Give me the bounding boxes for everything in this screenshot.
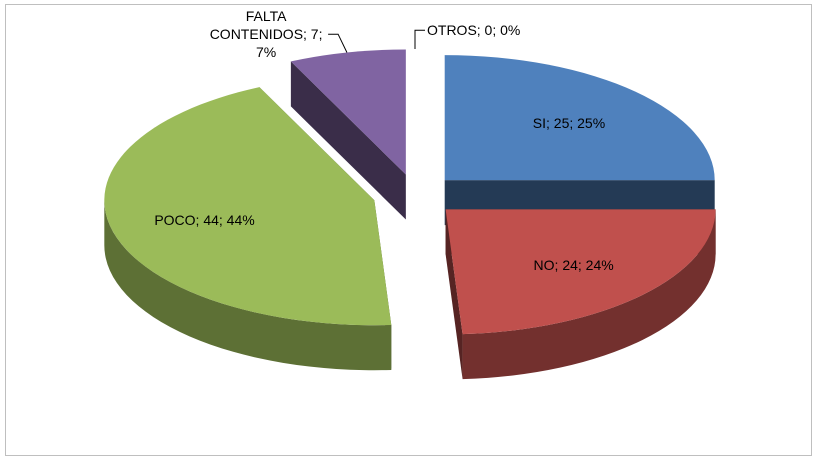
slice-edge xyxy=(462,209,716,380)
data-label: SI; 25; 25% xyxy=(532,114,606,131)
data-label: NO; 24; 24% xyxy=(533,256,614,273)
data-label: POCO; 44; 44% xyxy=(154,212,255,229)
slice xyxy=(104,87,392,326)
leader-line xyxy=(328,33,348,53)
slice xyxy=(444,55,715,181)
slice xyxy=(290,49,406,175)
data-label: OTROS; 0; 0% xyxy=(427,22,521,39)
data-label: FALTA CONTENIDOS; 7; 7% xyxy=(209,8,323,61)
leader-line xyxy=(414,29,425,49)
slice xyxy=(445,209,716,335)
slice-side xyxy=(445,209,463,380)
slice-edge xyxy=(104,200,392,371)
slice-side xyxy=(290,61,406,220)
